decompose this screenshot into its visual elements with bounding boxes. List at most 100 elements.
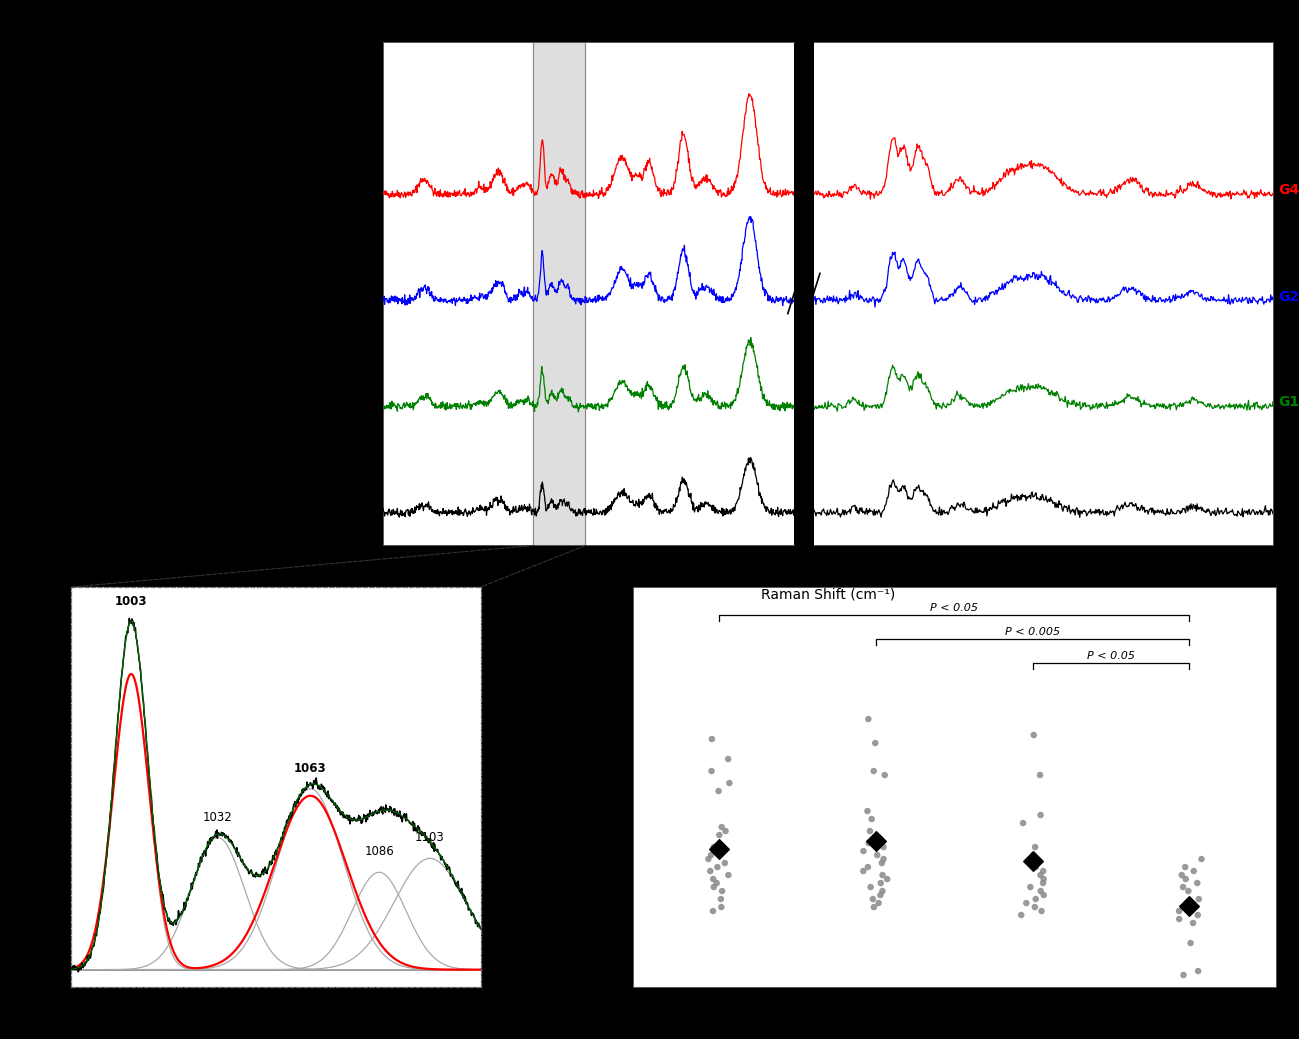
Y-axis label: Band area ratio 1063/1003 cm⁻¹: Band area ratio 1063/1003 cm⁻¹ xyxy=(585,691,598,883)
Point xyxy=(1011,907,1031,924)
Point xyxy=(1174,899,1195,915)
Point xyxy=(1174,858,1195,875)
Point xyxy=(1173,879,1194,896)
Point xyxy=(1024,726,1044,743)
Point xyxy=(703,838,724,855)
Text: 1032: 1032 xyxy=(203,810,233,824)
Point xyxy=(853,862,874,879)
Point xyxy=(701,763,722,779)
Point xyxy=(703,879,724,896)
Point xyxy=(703,871,724,887)
Point xyxy=(860,879,881,896)
Point xyxy=(1187,963,1208,980)
Point xyxy=(1025,838,1046,855)
Point xyxy=(1033,886,1053,903)
Point xyxy=(868,895,889,911)
Point xyxy=(863,890,883,907)
Text: 1103: 1103 xyxy=(414,831,444,845)
Point xyxy=(718,751,739,768)
Point xyxy=(872,855,892,872)
Point xyxy=(859,711,879,727)
Point xyxy=(1025,858,1046,875)
Point xyxy=(714,855,735,872)
Text: Raman Shift (cm⁻¹): Raman Shift (cm⁻¹) xyxy=(761,587,895,601)
Point xyxy=(870,886,891,903)
Point xyxy=(1020,879,1040,896)
Point xyxy=(1176,871,1196,887)
Point xyxy=(1030,867,1051,883)
Point xyxy=(711,890,731,907)
Point xyxy=(1169,903,1190,920)
Point xyxy=(708,842,729,858)
Point xyxy=(1033,871,1053,887)
Text: 1063: 1063 xyxy=(294,762,326,775)
Point xyxy=(709,827,730,844)
Point xyxy=(857,803,878,820)
Point xyxy=(1181,935,1202,952)
Point xyxy=(864,899,885,915)
Point xyxy=(866,847,887,863)
Point xyxy=(1030,883,1051,900)
Point xyxy=(872,867,892,883)
Point xyxy=(1016,895,1037,911)
Point xyxy=(1013,815,1034,831)
Text: P < 0.05: P < 0.05 xyxy=(930,604,978,613)
Point xyxy=(1182,914,1203,931)
Point xyxy=(1025,899,1046,915)
Point xyxy=(1177,895,1198,911)
Point xyxy=(708,782,729,799)
Point xyxy=(1173,966,1194,983)
Point xyxy=(1025,890,1046,907)
Point xyxy=(703,903,724,920)
Point xyxy=(860,823,881,840)
Bar xyxy=(534,42,586,545)
Point xyxy=(857,858,878,875)
Y-axis label: Intensity (arb.units.): Intensity (arb.units.) xyxy=(327,225,340,362)
Point xyxy=(1030,806,1051,823)
Point xyxy=(700,862,721,879)
Point xyxy=(707,858,727,875)
Point xyxy=(716,823,737,840)
Point xyxy=(700,847,721,863)
Point xyxy=(718,867,739,883)
Point xyxy=(1021,851,1042,868)
Point xyxy=(873,838,894,855)
Text: G1: G1 xyxy=(1278,395,1299,409)
Point xyxy=(1187,875,1208,891)
Point xyxy=(870,831,891,848)
Point xyxy=(718,775,739,792)
Point xyxy=(1031,903,1052,920)
Point xyxy=(864,763,885,779)
X-axis label: Raman Shift (cm⁻¹): Raman Shift (cm⁻¹) xyxy=(209,1015,343,1029)
Text: P < 0.05: P < 0.05 xyxy=(1087,651,1135,662)
Point xyxy=(872,883,892,900)
Point xyxy=(873,851,894,868)
Point xyxy=(861,810,882,827)
Point xyxy=(870,875,891,891)
Point xyxy=(853,843,874,859)
Point xyxy=(865,735,886,751)
Point xyxy=(1022,847,1043,863)
Text: 1086: 1086 xyxy=(364,846,394,858)
Point xyxy=(698,851,718,868)
Point xyxy=(1191,851,1212,868)
Point xyxy=(712,883,733,900)
Point xyxy=(707,875,727,891)
Point xyxy=(1172,867,1192,883)
Point xyxy=(1187,907,1208,924)
Point xyxy=(1189,890,1209,907)
Point xyxy=(1033,875,1053,891)
Point xyxy=(1033,862,1053,879)
Text: P < 0.005: P < 0.005 xyxy=(1005,628,1060,638)
Point xyxy=(1169,911,1190,928)
Point xyxy=(1179,898,1200,914)
X-axis label: Cartilage Grade: Cartilage Grade xyxy=(892,1015,1016,1029)
Text: G4: G4 xyxy=(1278,183,1299,197)
Point xyxy=(1183,862,1204,879)
Point xyxy=(1022,852,1043,869)
Point xyxy=(859,834,879,851)
Text: 1003: 1003 xyxy=(114,595,147,608)
Point xyxy=(874,767,895,783)
Point xyxy=(877,871,898,887)
Point xyxy=(1178,883,1199,900)
